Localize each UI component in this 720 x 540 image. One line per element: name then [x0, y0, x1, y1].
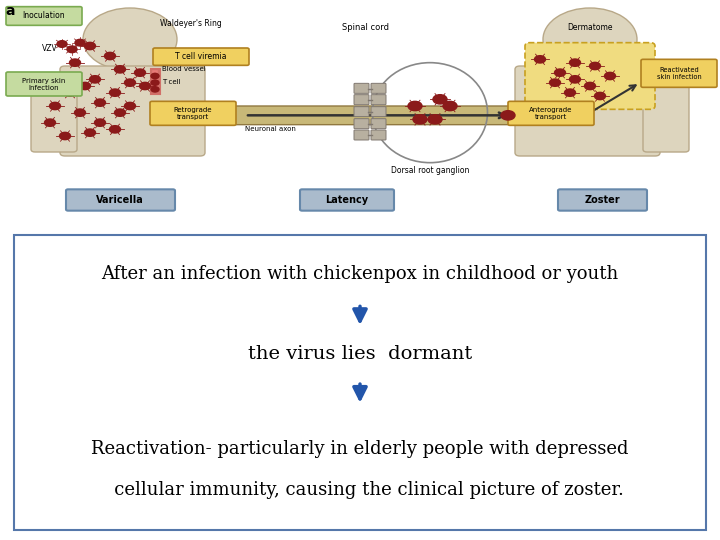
- Text: Dermatome: Dermatome: [567, 24, 613, 32]
- Text: VZV: VZV: [42, 44, 58, 53]
- Circle shape: [65, 89, 76, 96]
- FancyBboxPatch shape: [354, 107, 369, 117]
- Text: Neuronal axon: Neuronal axon: [245, 126, 296, 132]
- FancyBboxPatch shape: [31, 80, 77, 152]
- Text: Latency: Latency: [325, 195, 369, 205]
- Text: Waldeyer's Ring: Waldeyer's Ring: [160, 19, 222, 28]
- Circle shape: [74, 109, 86, 116]
- FancyBboxPatch shape: [354, 130, 369, 140]
- Text: T cell viremia: T cell viremia: [175, 52, 227, 61]
- Text: a: a: [5, 4, 14, 18]
- Text: Blood vessel: Blood vessel: [162, 66, 206, 72]
- Circle shape: [67, 46, 77, 53]
- FancyBboxPatch shape: [515, 66, 660, 156]
- Circle shape: [585, 82, 595, 90]
- FancyBboxPatch shape: [641, 59, 717, 87]
- Text: Dorsal root ganglion: Dorsal root ganglion: [391, 166, 469, 175]
- Text: Anterograde
transport: Anterograde transport: [529, 107, 572, 120]
- FancyBboxPatch shape: [371, 130, 386, 140]
- Text: Reactivated
skin infection: Reactivated skin infection: [657, 67, 701, 80]
- Text: Inoculation: Inoculation: [23, 11, 66, 21]
- Text: After an infection with chickenpox in childhood or youth: After an infection with chickenpox in ch…: [102, 265, 618, 284]
- FancyBboxPatch shape: [525, 43, 655, 109]
- FancyBboxPatch shape: [371, 107, 386, 117]
- Circle shape: [135, 69, 145, 76]
- Text: Retrograde
transport: Retrograde transport: [174, 107, 212, 120]
- Circle shape: [75, 39, 85, 46]
- Circle shape: [125, 79, 135, 86]
- Circle shape: [408, 102, 422, 111]
- Circle shape: [45, 119, 55, 126]
- Circle shape: [534, 56, 546, 63]
- Circle shape: [94, 119, 106, 126]
- FancyBboxPatch shape: [354, 119, 369, 129]
- Text: Primary skin
Infection: Primary skin Infection: [22, 78, 66, 91]
- Circle shape: [151, 86, 159, 92]
- Circle shape: [89, 76, 101, 83]
- FancyBboxPatch shape: [6, 72, 82, 96]
- Circle shape: [109, 89, 120, 96]
- FancyBboxPatch shape: [371, 119, 386, 129]
- Circle shape: [109, 126, 120, 133]
- FancyBboxPatch shape: [558, 190, 647, 211]
- FancyBboxPatch shape: [643, 80, 689, 152]
- Circle shape: [428, 114, 442, 124]
- FancyBboxPatch shape: [354, 83, 369, 93]
- Text: Spinal cord: Spinal cord: [341, 24, 389, 32]
- Circle shape: [590, 62, 600, 70]
- FancyBboxPatch shape: [6, 6, 82, 25]
- Circle shape: [94, 99, 106, 106]
- Circle shape: [84, 129, 96, 136]
- Circle shape: [125, 103, 135, 110]
- FancyBboxPatch shape: [232, 106, 518, 125]
- Circle shape: [151, 73, 159, 79]
- Circle shape: [151, 80, 159, 85]
- Text: Reactivation- particularly in elderly people with depressed: Reactivation- particularly in elderly pe…: [91, 440, 629, 458]
- Circle shape: [104, 52, 115, 59]
- Circle shape: [84, 42, 96, 50]
- FancyBboxPatch shape: [371, 83, 386, 93]
- Circle shape: [79, 82, 91, 90]
- Circle shape: [595, 92, 606, 100]
- Circle shape: [140, 82, 150, 90]
- Circle shape: [413, 114, 427, 124]
- Text: cellular immunity, causing the clinical picture of zoster.: cellular immunity, causing the clinical …: [96, 481, 624, 499]
- FancyBboxPatch shape: [66, 190, 175, 211]
- Text: T cell: T cell: [162, 79, 181, 85]
- FancyBboxPatch shape: [153, 48, 249, 65]
- Circle shape: [114, 66, 125, 73]
- FancyBboxPatch shape: [354, 94, 369, 105]
- Circle shape: [57, 40, 67, 48]
- Circle shape: [60, 132, 71, 140]
- FancyBboxPatch shape: [60, 66, 205, 156]
- Circle shape: [549, 79, 560, 86]
- Bar: [116, 60, 144, 74]
- FancyBboxPatch shape: [300, 190, 394, 211]
- Circle shape: [50, 103, 60, 110]
- Circle shape: [570, 76, 580, 83]
- FancyBboxPatch shape: [508, 102, 594, 125]
- Circle shape: [543, 8, 637, 71]
- Text: Zoster: Zoster: [584, 195, 620, 205]
- Circle shape: [564, 89, 575, 96]
- Text: the virus lies  dormant: the virus lies dormant: [248, 345, 472, 363]
- Circle shape: [554, 69, 565, 76]
- Bar: [576, 60, 604, 74]
- FancyBboxPatch shape: [150, 102, 236, 125]
- Circle shape: [70, 59, 81, 66]
- Circle shape: [433, 94, 447, 104]
- Circle shape: [570, 59, 580, 66]
- Circle shape: [443, 102, 457, 111]
- Circle shape: [114, 109, 125, 116]
- Text: Varicella: Varicella: [96, 195, 144, 205]
- Circle shape: [501, 111, 515, 120]
- FancyBboxPatch shape: [371, 94, 386, 105]
- Circle shape: [83, 8, 177, 71]
- Circle shape: [605, 72, 616, 80]
- FancyBboxPatch shape: [14, 235, 706, 530]
